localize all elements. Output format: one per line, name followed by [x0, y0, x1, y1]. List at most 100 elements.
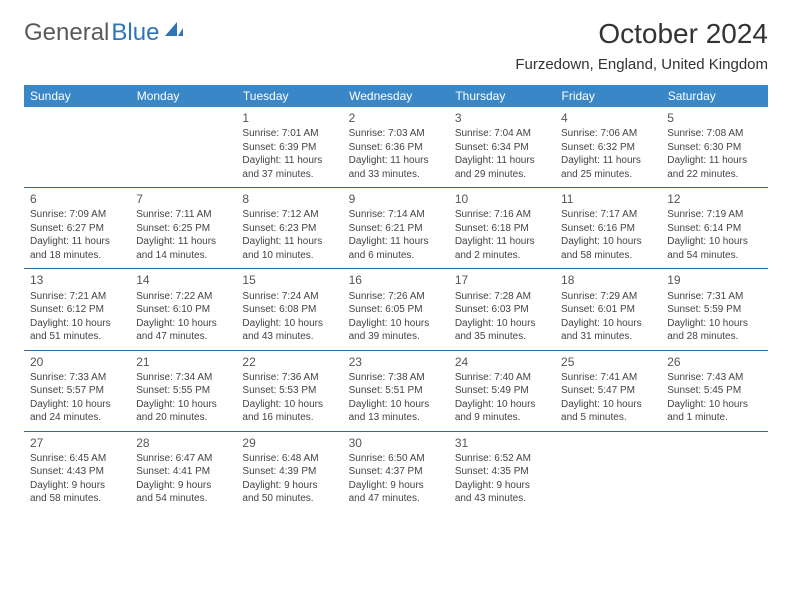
calendar-day-cell: 18Sunrise: 7:29 AMSunset: 6:01 PMDayligh… [555, 269, 661, 350]
calendar-day-cell: 16Sunrise: 7:26 AMSunset: 6:05 PMDayligh… [343, 269, 449, 350]
sunrise-text: Sunrise: 7:38 AM [349, 371, 443, 385]
sunset-text: Sunset: 5:47 PM [561, 384, 655, 398]
sunset-text: Sunset: 5:53 PM [242, 384, 336, 398]
day-number: 26 [667, 354, 761, 370]
daylight-text: Daylight: 10 hours and 43 minutes. [242, 317, 336, 344]
calendar-day-cell: 11Sunrise: 7:17 AMSunset: 6:16 PMDayligh… [555, 188, 661, 269]
calendar-week-row: 6Sunrise: 7:09 AMSunset: 6:27 PMDaylight… [24, 188, 768, 269]
daylight-text: Daylight: 11 hours and 18 minutes. [30, 235, 124, 262]
day-number: 30 [349, 435, 443, 451]
sunrise-text: Sunrise: 7:26 AM [349, 290, 443, 304]
calendar-day-cell: 20Sunrise: 7:33 AMSunset: 5:57 PMDayligh… [24, 350, 130, 431]
sunset-text: Sunset: 6:23 PM [242, 222, 336, 236]
day-number: 17 [455, 272, 549, 288]
daylight-text: Daylight: 11 hours and 10 minutes. [242, 235, 336, 262]
day-number: 28 [136, 435, 230, 451]
sunrise-text: Sunrise: 6:45 AM [30, 452, 124, 466]
daylight-text: Daylight: 10 hours and 58 minutes. [561, 235, 655, 262]
logo-text-2: Blue [111, 19, 159, 47]
day-number: 22 [242, 354, 336, 370]
day-number: 18 [561, 272, 655, 288]
day-number: 25 [561, 354, 655, 370]
calendar-empty-cell [555, 431, 661, 512]
sunrise-text: Sunrise: 6:47 AM [136, 452, 230, 466]
day-header: Wednesday [343, 85, 449, 107]
sunrise-text: Sunrise: 7:04 AM [455, 127, 549, 141]
daylight-text: Daylight: 11 hours and 25 minutes. [561, 154, 655, 181]
calendar-day-cell: 15Sunrise: 7:24 AMSunset: 6:08 PMDayligh… [236, 269, 342, 350]
daylight-text: Daylight: 9 hours and 50 minutes. [242, 479, 336, 506]
sunrise-text: Sunrise: 6:52 AM [455, 452, 549, 466]
day-header: Sunday [24, 85, 130, 107]
sunset-text: Sunset: 6:03 PM [455, 303, 549, 317]
sunset-text: Sunset: 6:34 PM [455, 141, 549, 155]
day-number: 23 [349, 354, 443, 370]
sunset-text: Sunset: 4:35 PM [455, 465, 549, 479]
sunrise-text: Sunrise: 7:16 AM [455, 208, 549, 222]
sunrise-text: Sunrise: 7:29 AM [561, 290, 655, 304]
sunset-text: Sunset: 6:18 PM [455, 222, 549, 236]
calendar-week-row: 20Sunrise: 7:33 AMSunset: 5:57 PMDayligh… [24, 350, 768, 431]
daylight-text: Daylight: 9 hours and 58 minutes. [30, 479, 124, 506]
calendar-week-row: 1Sunrise: 7:01 AMSunset: 6:39 PMDaylight… [24, 107, 768, 188]
day-number: 4 [561, 110, 655, 126]
calendar-header-row: SundayMondayTuesdayWednesdayThursdayFrid… [24, 85, 768, 107]
month-title: October 2024 [515, 18, 768, 50]
sunset-text: Sunset: 6:12 PM [30, 303, 124, 317]
day-number: 24 [455, 354, 549, 370]
sunrise-text: Sunrise: 7:41 AM [561, 371, 655, 385]
sunset-text: Sunset: 6:25 PM [136, 222, 230, 236]
calendar-day-cell: 5Sunrise: 7:08 AMSunset: 6:30 PMDaylight… [661, 107, 767, 188]
daylight-text: Daylight: 10 hours and 1 minute. [667, 398, 761, 425]
calendar-empty-cell [24, 107, 130, 188]
calendar-day-cell: 9Sunrise: 7:14 AMSunset: 6:21 PMDaylight… [343, 188, 449, 269]
day-number: 3 [455, 110, 549, 126]
calendar-day-cell: 21Sunrise: 7:34 AMSunset: 5:55 PMDayligh… [130, 350, 236, 431]
calendar-day-cell: 3Sunrise: 7:04 AMSunset: 6:34 PMDaylight… [449, 107, 555, 188]
day-number: 29 [242, 435, 336, 451]
daylight-text: Daylight: 11 hours and 2 minutes. [455, 235, 549, 262]
daylight-text: Daylight: 10 hours and 9 minutes. [455, 398, 549, 425]
calendar-day-cell: 8Sunrise: 7:12 AMSunset: 6:23 PMDaylight… [236, 188, 342, 269]
sunset-text: Sunset: 6:21 PM [349, 222, 443, 236]
calendar-day-cell: 19Sunrise: 7:31 AMSunset: 5:59 PMDayligh… [661, 269, 767, 350]
sunrise-text: Sunrise: 7:40 AM [455, 371, 549, 385]
daylight-text: Daylight: 10 hours and 28 minutes. [667, 317, 761, 344]
calendar-day-cell: 6Sunrise: 7:09 AMSunset: 6:27 PMDaylight… [24, 188, 130, 269]
sunset-text: Sunset: 6:27 PM [30, 222, 124, 236]
calendar-day-cell: 14Sunrise: 7:22 AMSunset: 6:10 PMDayligh… [130, 269, 236, 350]
sunset-text: Sunset: 6:32 PM [561, 141, 655, 155]
sunrise-text: Sunrise: 7:12 AM [242, 208, 336, 222]
calendar-day-cell: 1Sunrise: 7:01 AMSunset: 6:39 PMDaylight… [236, 107, 342, 188]
day-number: 14 [136, 272, 230, 288]
calendar-body: 1Sunrise: 7:01 AMSunset: 6:39 PMDaylight… [24, 107, 768, 512]
sunrise-text: Sunrise: 7:01 AM [242, 127, 336, 141]
day-number: 2 [349, 110, 443, 126]
logo: GeneralBlue [24, 18, 185, 47]
day-number: 6 [30, 191, 124, 207]
calendar-day-cell: 12Sunrise: 7:19 AMSunset: 6:14 PMDayligh… [661, 188, 767, 269]
calendar-day-cell: 7Sunrise: 7:11 AMSunset: 6:25 PMDaylight… [130, 188, 236, 269]
calendar-day-cell: 22Sunrise: 7:36 AMSunset: 5:53 PMDayligh… [236, 350, 342, 431]
calendar-week-row: 27Sunrise: 6:45 AMSunset: 4:43 PMDayligh… [24, 431, 768, 512]
header: GeneralBlue October 2024 Furzedown, Engl… [24, 18, 768, 81]
sunrise-text: Sunrise: 7:36 AM [242, 371, 336, 385]
sunset-text: Sunset: 6:16 PM [561, 222, 655, 236]
day-number: 5 [667, 110, 761, 126]
sunset-text: Sunset: 6:10 PM [136, 303, 230, 317]
calendar-day-cell: 24Sunrise: 7:40 AMSunset: 5:49 PMDayligh… [449, 350, 555, 431]
daylight-text: Daylight: 10 hours and 13 minutes. [349, 398, 443, 425]
calendar-day-cell: 17Sunrise: 7:28 AMSunset: 6:03 PMDayligh… [449, 269, 555, 350]
sunrise-text: Sunrise: 6:48 AM [242, 452, 336, 466]
calendar-day-cell: 28Sunrise: 6:47 AMSunset: 4:41 PMDayligh… [130, 431, 236, 512]
sunrise-text: Sunrise: 7:19 AM [667, 208, 761, 222]
calendar-day-cell: 13Sunrise: 7:21 AMSunset: 6:12 PMDayligh… [24, 269, 130, 350]
sunset-text: Sunset: 5:45 PM [667, 384, 761, 398]
sunset-text: Sunset: 4:39 PM [242, 465, 336, 479]
day-header: Tuesday [236, 85, 342, 107]
calendar-day-cell: 30Sunrise: 6:50 AMSunset: 4:37 PMDayligh… [343, 431, 449, 512]
calendar-empty-cell [130, 107, 236, 188]
calendar-day-cell: 31Sunrise: 6:52 AMSunset: 4:35 PMDayligh… [449, 431, 555, 512]
sunrise-text: Sunrise: 7:17 AM [561, 208, 655, 222]
calendar-day-cell: 4Sunrise: 7:06 AMSunset: 6:32 PMDaylight… [555, 107, 661, 188]
